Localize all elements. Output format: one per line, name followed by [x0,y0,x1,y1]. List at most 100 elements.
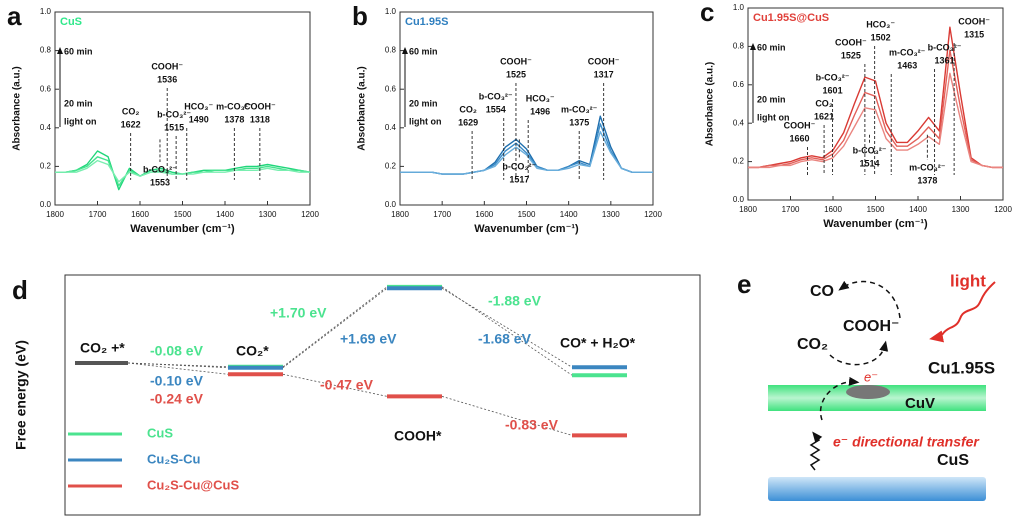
x-tick-label: 1700 [782,205,800,214]
y-axis-label: Absorbance (a.u.) [705,62,716,146]
schematic: e light CO COOH⁻ CO₂ Cu1.95S e⁻ CuV e⁻ d… [737,269,996,501]
connector [127,362,229,368]
y-tick-label: 1.0 [733,3,745,12]
peak-label: b-CO₃²⁻ [816,72,850,82]
state-label: CO₂* [236,343,269,359]
peak-position: 1629 [458,117,478,127]
connector [282,286,388,368]
light-label: light [950,271,986,290]
peak-label: m-CO₃²⁻ [216,101,253,111]
x-axis-label: Wavenumber (cm⁻¹) [474,223,579,235]
x-axis-label: Wavenumber (cm⁻¹) [823,218,928,230]
panel-title: CuS [60,16,82,28]
cycle-arrow [829,340,889,366]
transfer-zigzag [809,431,823,471]
peak-label: HCO₃⁻ [184,101,213,111]
x-tick-label: 1400 [909,205,927,214]
y-axis-label: Absorbance (a.u.) [12,66,23,150]
panel-letter: d [12,275,28,305]
y-tick-label: 0.8 [40,46,52,55]
time-label: light on [64,116,97,126]
time-label: 60 min [64,46,93,56]
y-tick-label: 0.0 [733,195,745,204]
spectrum-line [748,49,1003,169]
y-tick-label: 0.4 [40,123,52,132]
spectrum-line [748,72,1003,169]
peak-position: 1463 [897,60,917,70]
panel-title: Cu1.95S [405,16,448,28]
legend-label: Cu₂S-Cu@CuS [147,477,239,492]
x-tick-label: 1600 [824,205,842,214]
peak-position: 1502 [871,32,891,42]
x-tick-label: 1500 [174,210,192,219]
peak-label: m-CO₃²⁻ [889,47,926,57]
time-label: 60 min [409,46,438,56]
peak-position: 1514 [860,158,880,168]
step-label: -0.10 eV [150,373,204,389]
peak-position: 1517 [509,174,529,184]
connector [127,362,229,369]
peak-label: m-CO₃²⁻ [909,162,946,172]
y-axis-label: Free energy (eV) [13,340,29,450]
panel-letter: c [700,0,714,27]
time-label: 60 min [757,42,786,52]
x-tick-label: 1700 [89,210,107,219]
peak-position: 1621 [814,111,834,121]
transfer-label: e⁻ directional transfer [833,434,980,450]
peak-position: 1525 [841,50,861,60]
peak-label: b-CO₃²⁻ [143,164,177,174]
peak-label: COOH⁻ [588,56,620,66]
x-tick-label: 1500 [867,205,885,214]
spectrum-line [55,156,311,187]
connector [441,395,573,436]
step-label: -1.68 eV [478,331,532,347]
x-tick-label: 1300 [952,205,970,214]
co-label: CO [810,283,834,300]
peak-position: 1375 [569,117,589,127]
peak-position: 1553 [150,177,170,187]
x-tick-label: 1400 [216,210,234,219]
x-tick-label: 1700 [433,210,451,219]
step-label: -0.08 eV [150,343,204,359]
y-tick-label: 0.6 [733,80,745,89]
connector [441,287,573,368]
x-tick-label: 1500 [518,210,536,219]
top-material-label: Cu1.95S [928,358,995,377]
peak-label: COOH⁻ [958,16,990,26]
legend-label: Cu₂S-Cu [147,451,200,466]
y-tick-label: 0.6 [385,84,397,93]
co2-label: CO₂ [797,336,828,353]
peak-label: b-CO₃²⁻ [502,161,536,171]
vacancy [846,385,890,399]
panel-letter: e [737,269,751,299]
plot-frame [64,274,701,516]
peak-position: 1554 [486,104,506,114]
peak-label: b-CO₃²⁻ [928,42,962,52]
legend-label: CuS [147,425,173,440]
y-tick-label: 0.2 [40,162,52,171]
time-label: 20 min [409,98,438,108]
peak-position: 1361 [935,55,955,65]
panel-letter: b [352,1,368,31]
peak-position: 1378 [224,114,244,124]
y-tick-label: 0.6 [40,84,52,93]
state-label: COOH* [394,428,442,444]
peak-label: COOH⁻ [835,37,867,47]
y-tick-label: 1.0 [40,7,52,16]
step-label: -0.47 eV [320,377,374,393]
state-label: CO* + H₂O* [560,335,636,351]
peak-label: b-CO₃²⁻ [853,145,887,155]
peak-label: CO₂ [122,106,140,116]
step-label: -0.83 eV [505,417,559,433]
x-tick-label: 1800 [739,205,757,214]
peak-position: 1525 [506,69,526,79]
peak-position: 1378 [917,175,937,185]
peak-position: 1496 [530,106,550,116]
panel-letter: a [7,1,22,31]
vacancy-label: CuV [905,395,935,412]
peak-position: 1536 [157,74,177,84]
peak-position: 1515 [164,122,184,132]
y-tick-label: 0.0 [385,200,397,209]
step-label: +1.70 eV [270,305,327,321]
